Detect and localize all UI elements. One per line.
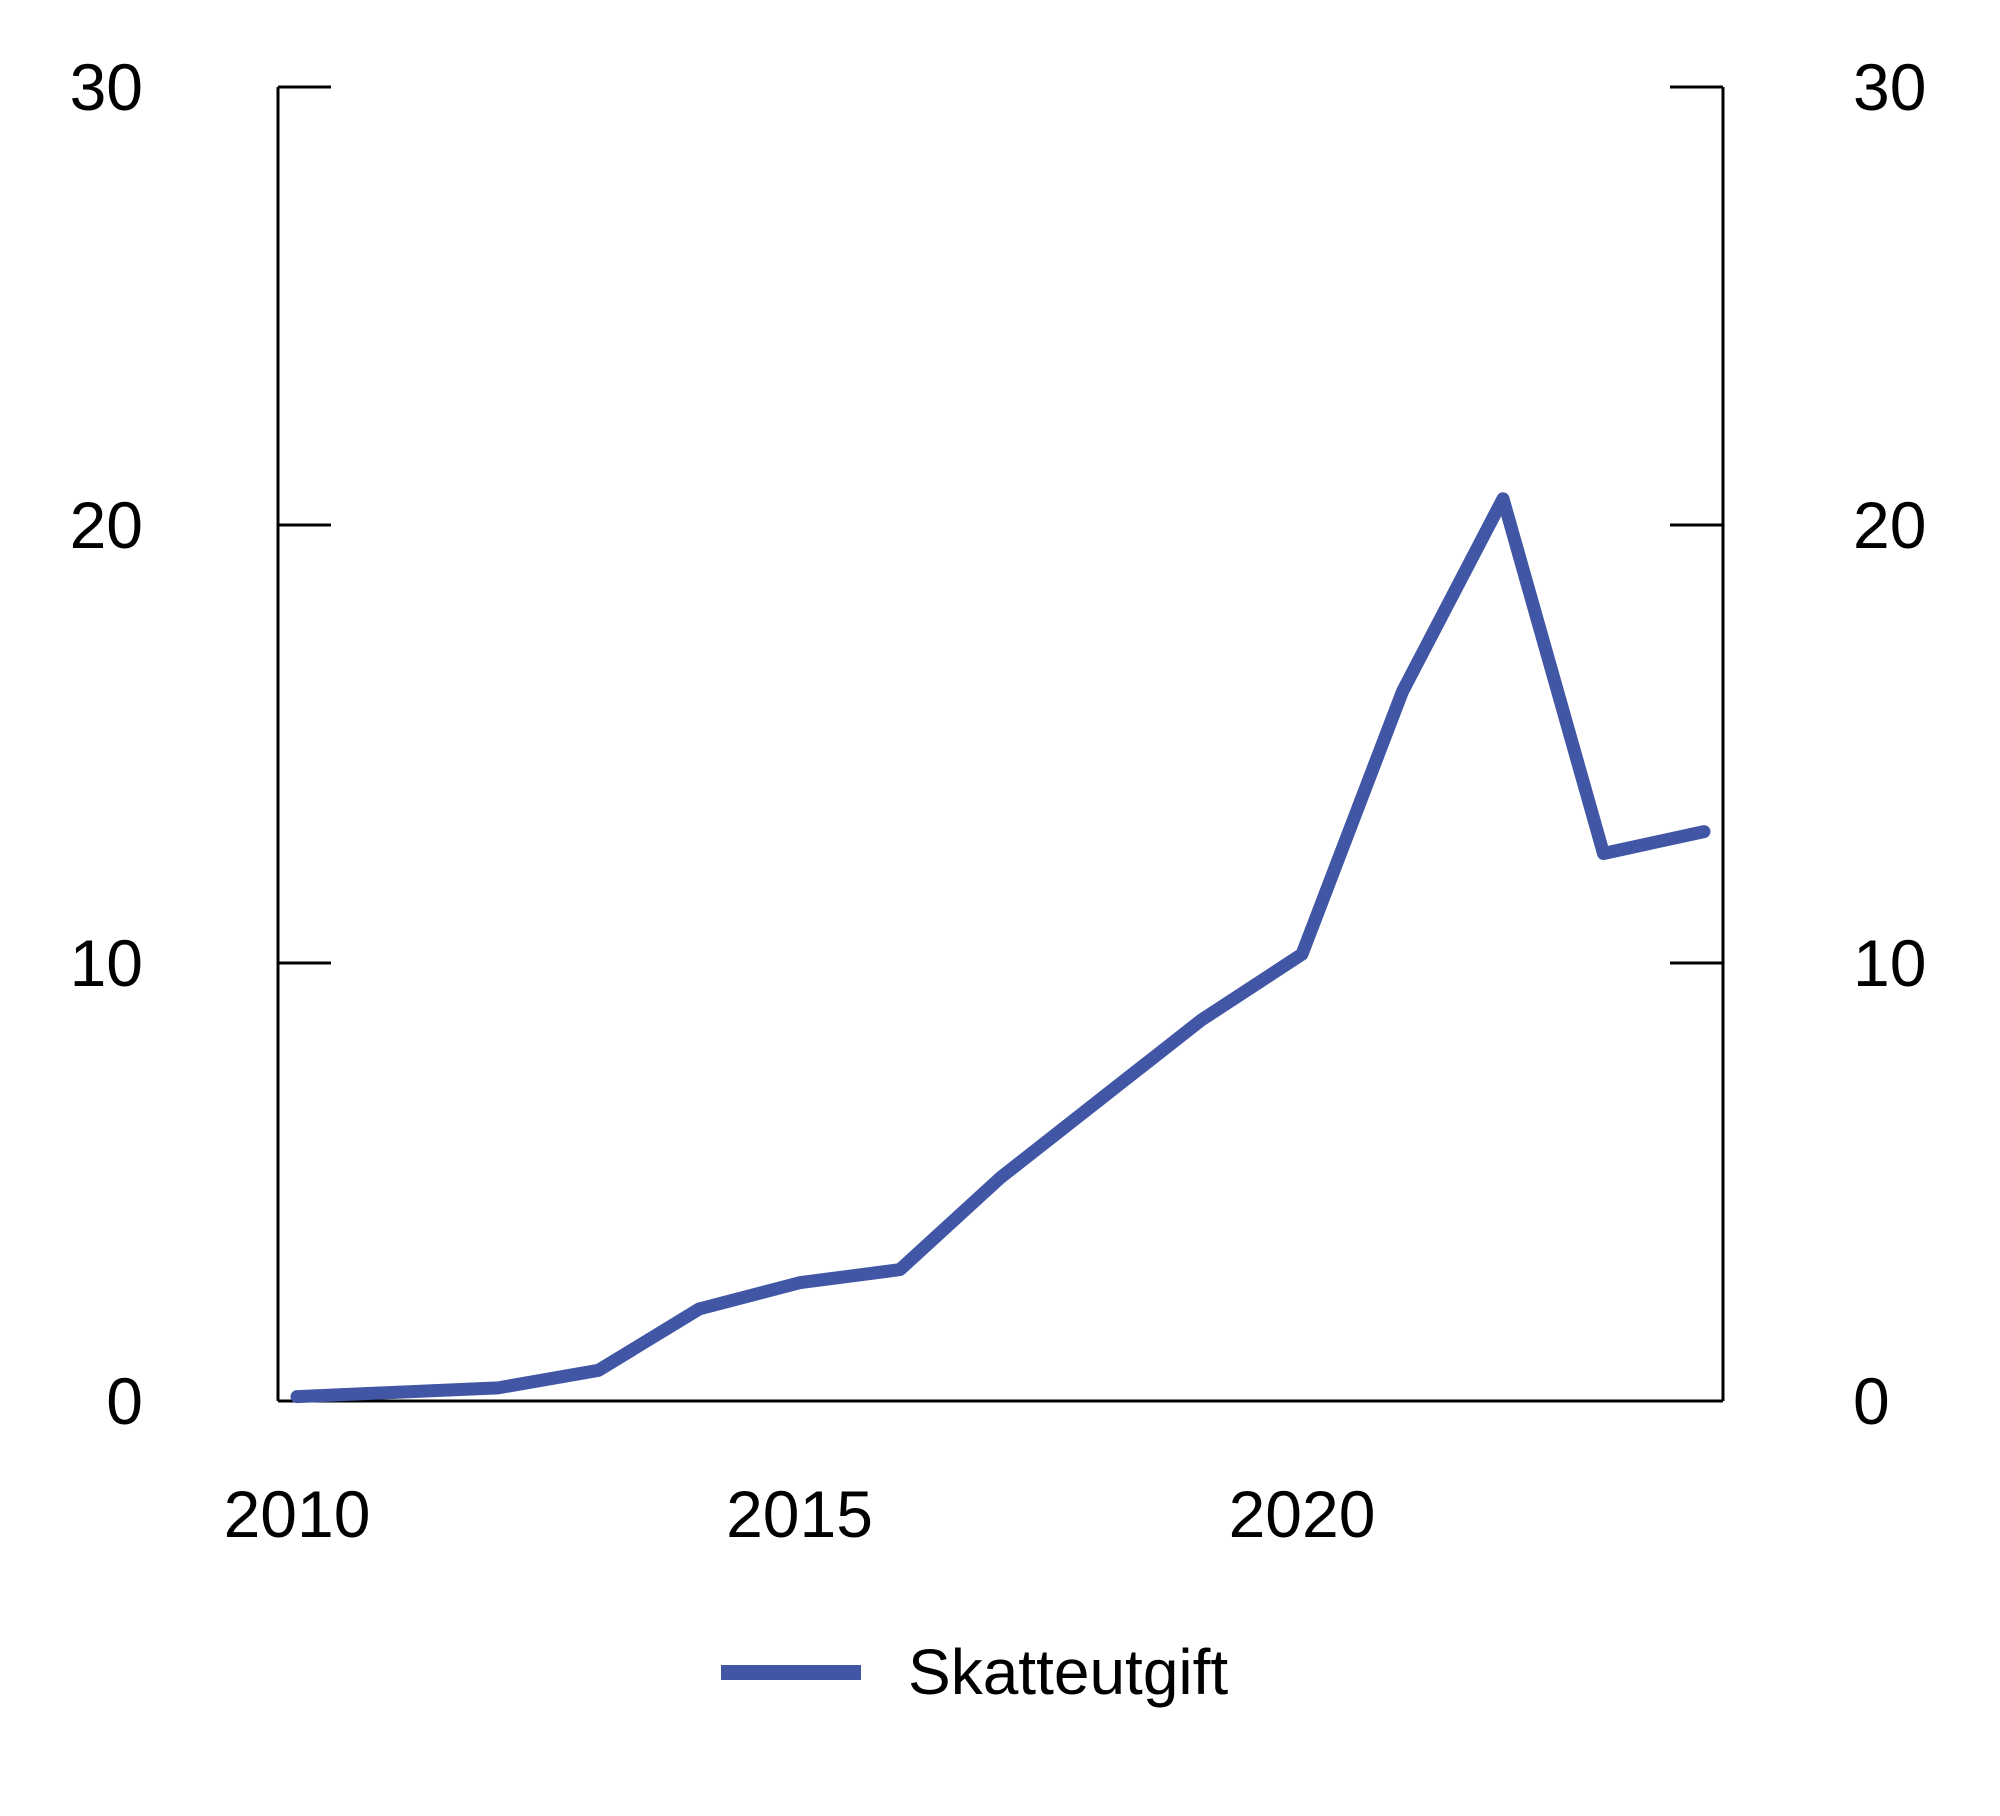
- x-axis-label-2015: 2015: [726, 1477, 873, 1551]
- y-axis-label-left-20: 20: [70, 488, 143, 562]
- y-axis-label-left-30: 30: [70, 50, 143, 124]
- legend: Skatteutgift: [721, 1630, 1228, 1714]
- x-axis-label-2020: 2020: [1229, 1477, 1376, 1551]
- legend-label: Skatteutgift: [908, 1636, 1229, 1708]
- y-axis-label-right-0: 0: [1853, 1364, 1890, 1438]
- y-axis-label-right-20: 20: [1853, 488, 1926, 562]
- x-axis-label-2010: 2010: [224, 1477, 371, 1551]
- y-axis-label-right-10: 10: [1853, 926, 1926, 1000]
- y-axis-label-right-30: 30: [1853, 50, 1926, 124]
- legend-line-swatch: [721, 1664, 861, 1680]
- y-axis-label-left-10: 10: [70, 926, 143, 1000]
- series-line-skatteutgift: [290, 492, 1711, 1404]
- y-axis-label-left-0: 0: [106, 1364, 143, 1438]
